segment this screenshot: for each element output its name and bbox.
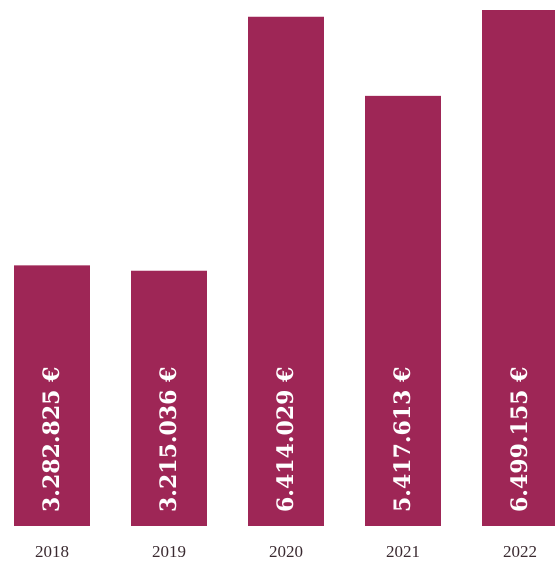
bar-value-label-2021: 5.417.613 € xyxy=(390,367,416,512)
bar-value-label-2020: 6.414.029 € xyxy=(273,367,299,512)
x-tick-label-2018: 2018 xyxy=(35,542,69,561)
x-tick-label-2021: 2021 xyxy=(386,542,420,561)
x-tick-label-2022: 2022 xyxy=(503,542,537,561)
x-tick-label-2019: 2019 xyxy=(152,542,186,561)
x-tick-label-2020: 2020 xyxy=(269,542,303,561)
bars-group xyxy=(14,10,555,526)
bar-2022 xyxy=(482,10,555,526)
bar-labels-group: 3.282.825 € 3.215.036 € 6.414.029 € 5.417.6… xyxy=(39,367,533,512)
bar-value-label-2019: 3.215.036 € xyxy=(156,367,182,512)
bar-value-label-2022: 6.499.155 € xyxy=(507,367,533,512)
x-axis-ticks: 2018 2019 2020 2021 2022 xyxy=(35,542,537,561)
bar-2021 xyxy=(365,95,441,526)
bar-2019 xyxy=(131,270,207,526)
bar-value-label-2018: 3.282.825 € xyxy=(39,367,65,512)
bar-2020 xyxy=(248,16,324,526)
bar-2018 xyxy=(14,265,90,526)
